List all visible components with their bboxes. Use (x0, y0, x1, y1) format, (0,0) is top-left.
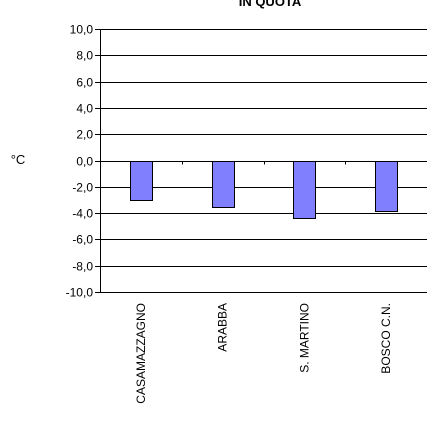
bar-arabba (212, 161, 235, 208)
bar-s-martino (293, 161, 316, 219)
y-tick-label: -10,0 (66, 286, 94, 300)
gridlines (100, 29, 427, 293)
category-label: BOSCO C.N. (379, 303, 393, 374)
y-tick-label: 8,0 (76, 49, 93, 63)
y-tick-label: -2,0 (72, 181, 93, 195)
category-label: S. MARTINO (297, 303, 311, 373)
axes (95, 29, 346, 293)
y-tick-labels: 10,0 8,0 6,0 4,0 2,0 0,0 -2,0 -4,0 -6,0 -8,0 -10,0 (66, 23, 94, 300)
bar-bosco-c-n (375, 161, 398, 212)
y-tick-label: -6,0 (72, 233, 93, 247)
y-tick-label: -4,0 (72, 207, 93, 221)
chart-title: IN QUOTA (239, 0, 302, 9)
y-tick-label: 4,0 (76, 102, 93, 116)
y-tick-label: -8,0 (72, 260, 93, 274)
bars (130, 161, 398, 219)
y-tick-label: 2,0 (76, 128, 93, 142)
y-tick-label: 6,0 (76, 76, 93, 90)
y-axis-label: °C (11, 152, 26, 167)
bar-casamazzagno (130, 161, 153, 201)
y-tick-label: 0,0 (76, 155, 93, 169)
category-labels: CASAMAZZAGNO ARABBA S. MARTINO BOSCO C.N. (134, 303, 393, 404)
category-label: CASAMAZZAGNO (134, 303, 148, 404)
category-label: ARABBA (216, 303, 230, 352)
y-tick-label: 10,0 (70, 23, 94, 37)
